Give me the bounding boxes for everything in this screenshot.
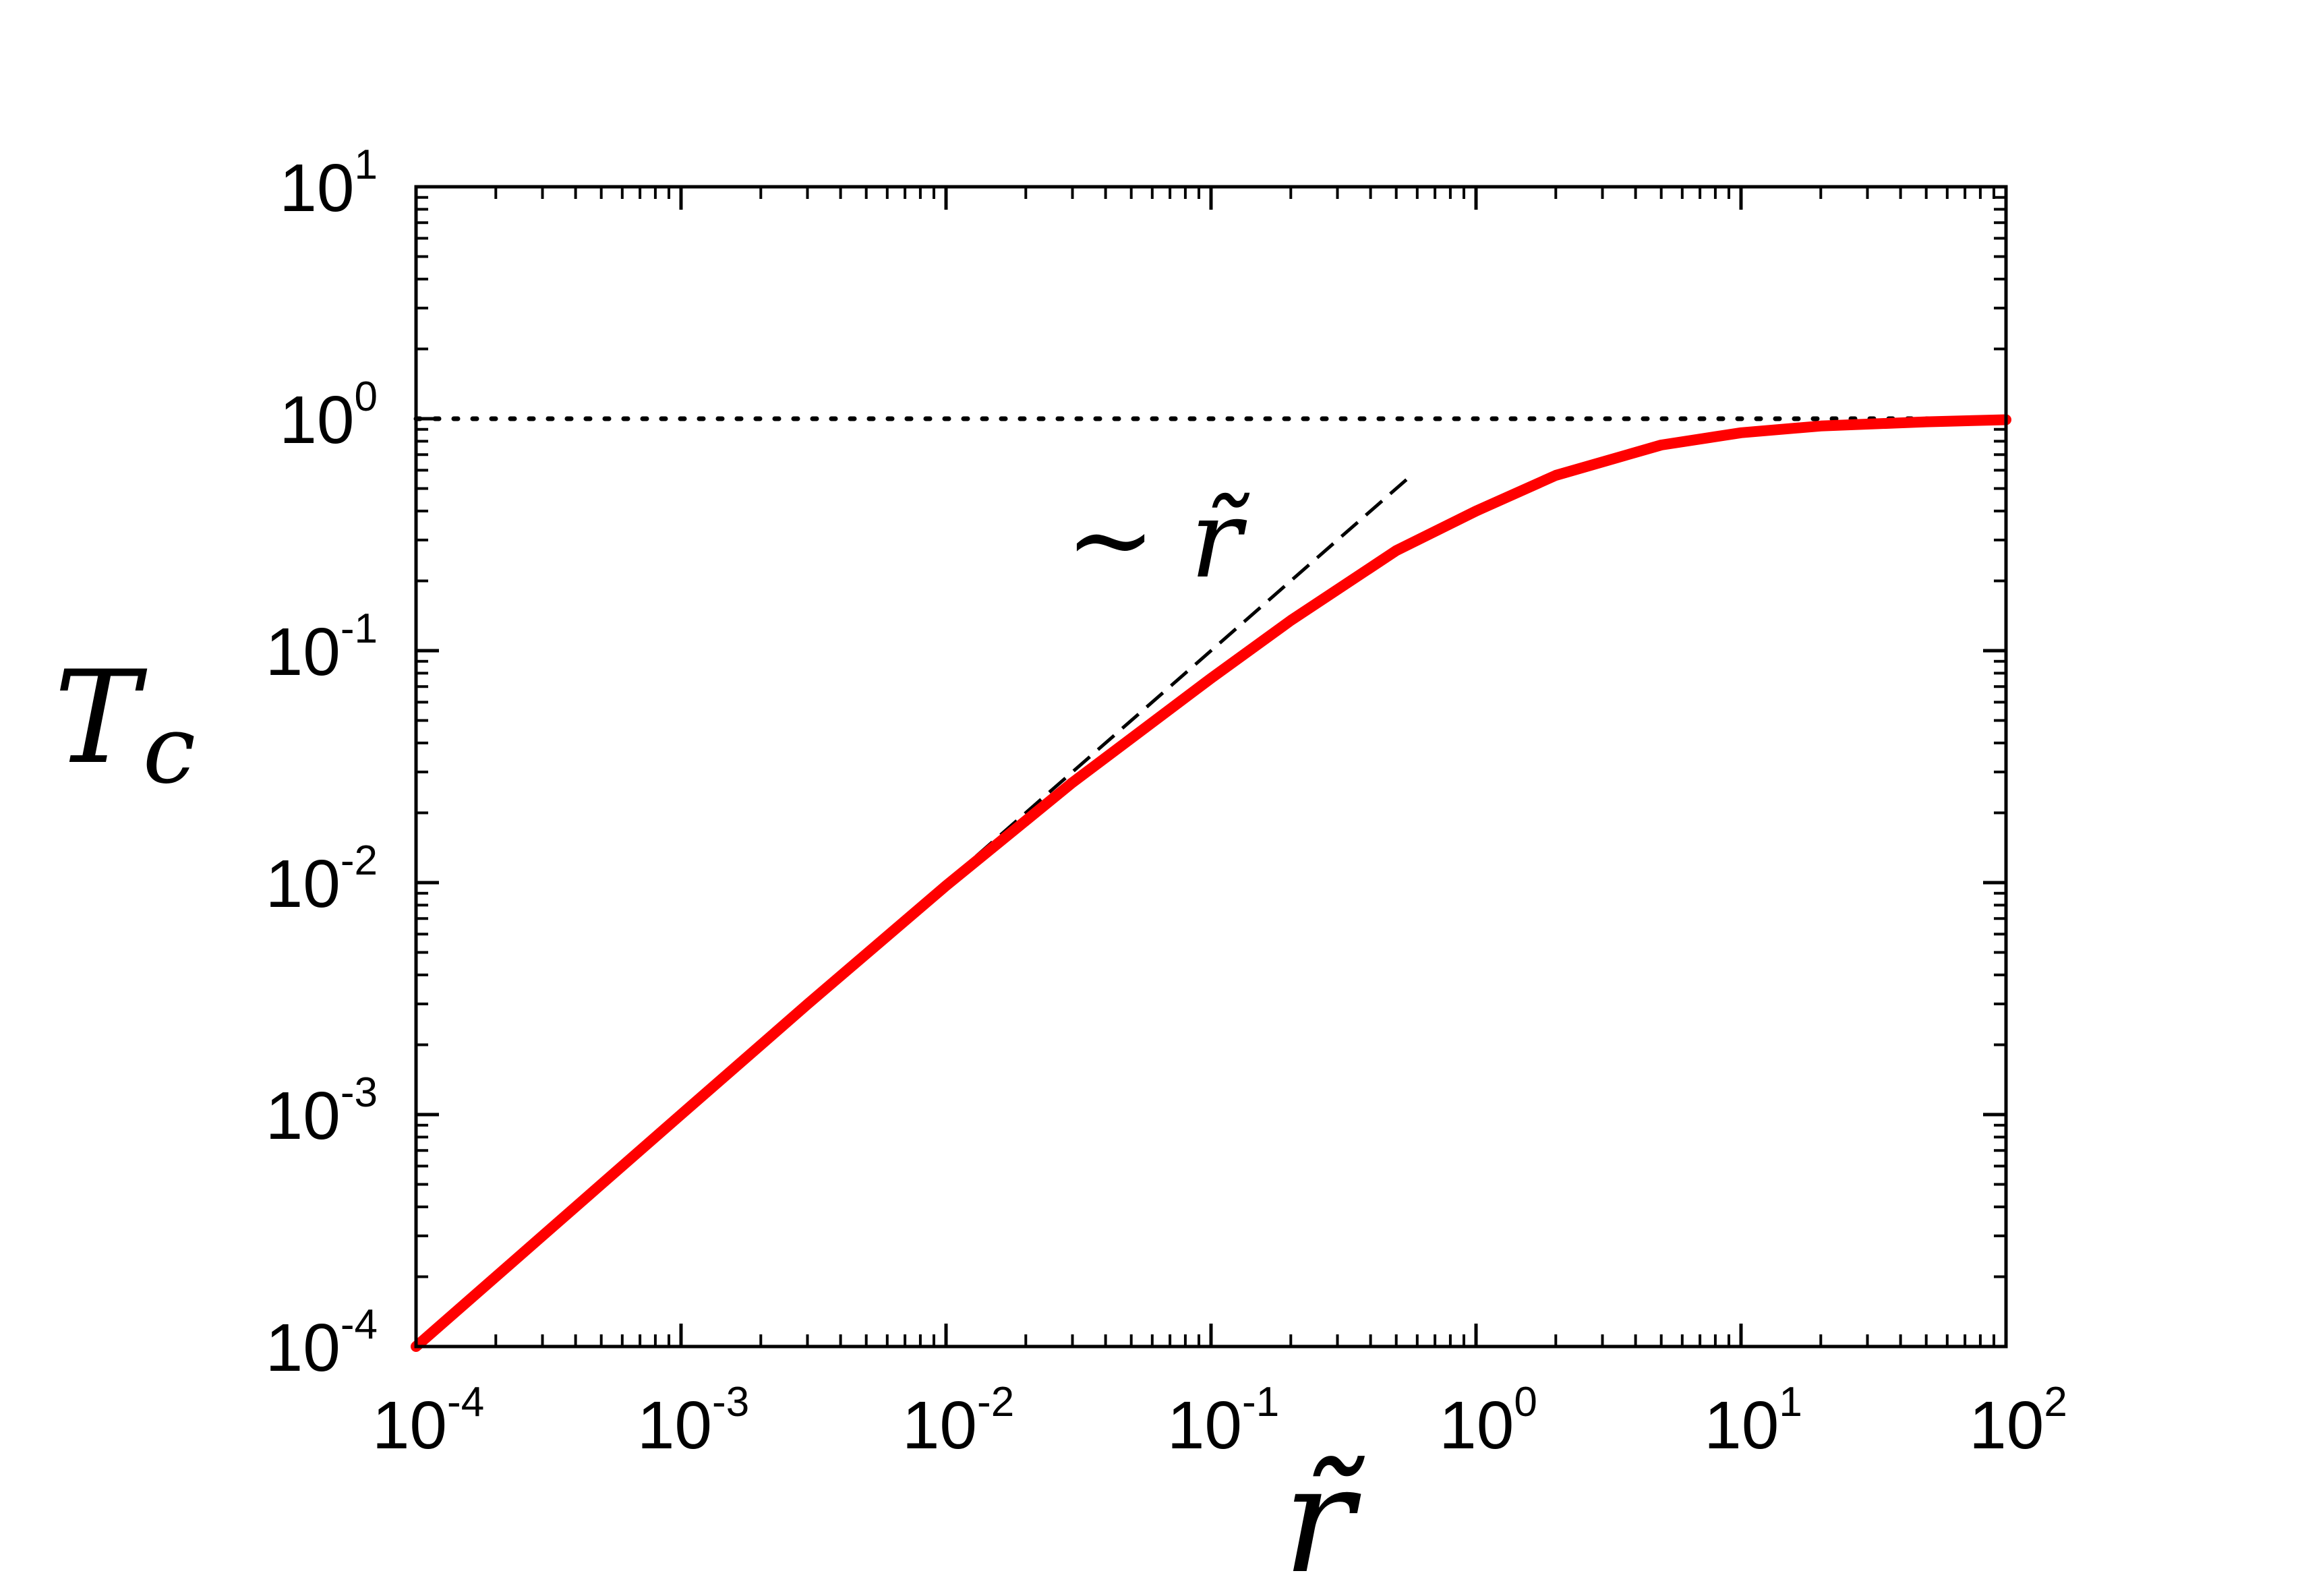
y-tick-label: 100 (279, 374, 378, 458)
y-axis-label-main: T (54, 643, 148, 792)
series-layer (411, 414, 2011, 1352)
x-tick-label: 101 (1704, 1379, 1802, 1463)
x-tick-labels: 10-4 10-3 10-2 10-1 100 101 102 (372, 1379, 2067, 1463)
plot-frame (414, 185, 2008, 1349)
x-tick-label: 10-3 (637, 1379, 749, 1463)
y-tick-label: 10-1 (266, 605, 378, 690)
y-tick-label: 10-3 (266, 1069, 378, 1154)
y-tick-label: 10-2 (266, 837, 378, 922)
x-tick-label: 10-1 (1167, 1379, 1279, 1463)
y-tick-label: 10-4 (266, 1301, 378, 1386)
y-tick-labels: 10-4 10-3 10-2 10-1 100 101 (266, 142, 378, 1386)
x-tick-label: 100 (1439, 1379, 1537, 1463)
tc-curve (411, 414, 2011, 1352)
y-tick-label: 101 (279, 142, 378, 226)
x-tick-label: 10-2 (902, 1379, 1014, 1463)
major-ticks (414, 185, 2008, 1349)
x-tick-label: 10-4 (372, 1379, 484, 1463)
x-axis-label: r̃ (1282, 1434, 1365, 1596)
x-tick-label: 102 (1969, 1379, 2067, 1463)
slope-annotation: ∼ r̃ (1065, 476, 1250, 602)
y-axis-label-sub: c (143, 695, 196, 805)
minor-ticks (416, 187, 2006, 1347)
y-axis-label: Tc (54, 643, 196, 805)
